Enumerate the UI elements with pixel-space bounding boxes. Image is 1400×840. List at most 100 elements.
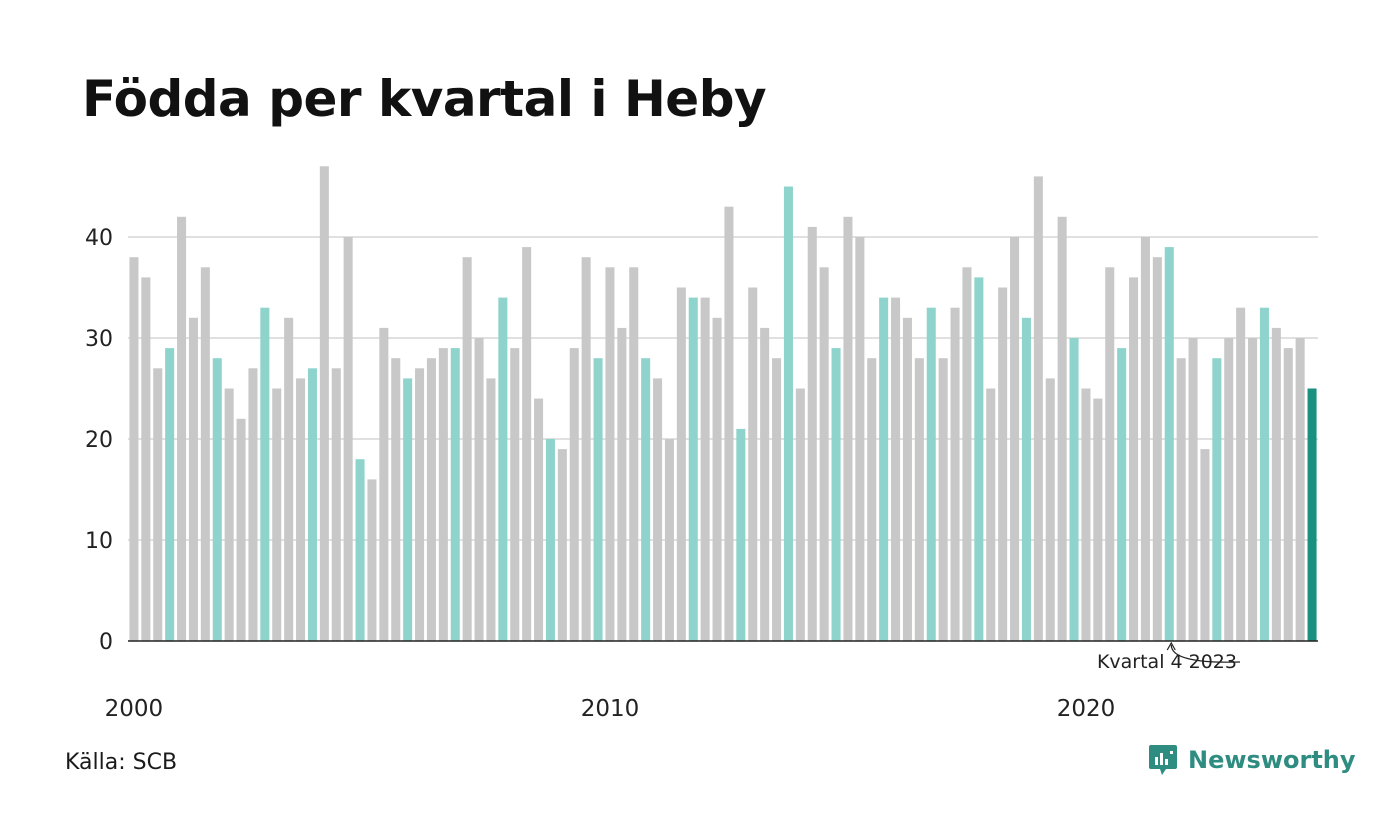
bar	[438, 348, 448, 641]
bar	[1164, 247, 1174, 641]
bar	[1057, 216, 1067, 642]
y-tick-label: 10	[85, 529, 113, 554]
bar	[188, 317, 198, 641]
bar	[1224, 338, 1234, 641]
bar	[284, 317, 294, 641]
y-tick-label: 30	[85, 327, 113, 352]
bar	[426, 358, 436, 641]
bar	[1105, 267, 1115, 641]
bar	[331, 368, 341, 641]
bar	[891, 297, 901, 641]
bars	[129, 166, 1317, 642]
bar	[153, 368, 163, 641]
bar	[1010, 237, 1020, 641]
bar	[760, 327, 770, 641]
bar	[534, 398, 544, 641]
bar	[581, 257, 591, 641]
bar	[914, 358, 924, 641]
bar	[212, 358, 222, 641]
bar	[557, 449, 567, 641]
y-tick-labels: 0 10 20 30 40	[85, 226, 113, 655]
bar	[879, 297, 889, 641]
bar	[569, 348, 579, 641]
bar	[319, 166, 329, 642]
x-tick-labels: 2000 2010 2020	[105, 696, 1116, 722]
bar	[403, 378, 413, 641]
bar	[795, 388, 805, 641]
bar	[1069, 338, 1079, 641]
bar	[1248, 338, 1258, 641]
brand-name: Newsworthy	[1188, 746, 1356, 774]
bar	[807, 226, 817, 641]
bar	[545, 439, 555, 641]
bar	[260, 307, 270, 641]
x-tick-label: 2000	[105, 696, 164, 722]
bar	[1117, 348, 1127, 641]
y-tick-label: 0	[99, 630, 113, 655]
bar	[1307, 388, 1317, 641]
bar	[343, 237, 353, 641]
bar	[307, 368, 317, 641]
bar	[177, 216, 187, 642]
bar	[296, 378, 306, 641]
bar	[1283, 348, 1293, 641]
annotation-label: Kvartal 4 2023	[1097, 651, 1237, 673]
annotation-arrow	[1170, 644, 1241, 663]
bar	[831, 348, 841, 641]
bar	[129, 257, 139, 641]
bar	[1200, 449, 1210, 641]
bar	[1033, 176, 1043, 641]
bar	[355, 459, 365, 641]
bar	[950, 307, 960, 641]
bar	[962, 267, 972, 641]
bar	[1140, 237, 1150, 641]
bar	[664, 439, 674, 641]
bar	[1236, 307, 1246, 641]
bar	[748, 287, 758, 641]
bar	[498, 297, 508, 641]
bar	[938, 358, 948, 641]
x-tick-label: 2020	[1057, 696, 1116, 722]
bar	[593, 358, 603, 641]
bar	[379, 327, 389, 641]
bar	[1295, 338, 1305, 641]
bar	[736, 428, 746, 641]
bar	[617, 327, 627, 641]
bar	[783, 186, 793, 641]
annotation: Kvartal 4 2023	[1097, 641, 1241, 673]
chart-title: Födda per kvartal i Heby	[82, 70, 767, 128]
bar	[450, 348, 460, 641]
bar	[855, 237, 865, 641]
bar	[1021, 317, 1031, 641]
x-tick-label: 2010	[581, 696, 640, 722]
bar	[688, 297, 698, 641]
source-note: Källa: SCB	[65, 750, 178, 775]
y-tick-label: 20	[85, 428, 113, 453]
bar	[367, 479, 377, 641]
bar	[1188, 338, 1198, 641]
bar	[200, 267, 210, 641]
bar	[700, 297, 710, 641]
bar	[1129, 277, 1139, 641]
bar	[867, 358, 877, 641]
bar	[926, 307, 936, 641]
bar	[641, 358, 651, 641]
bar	[974, 277, 984, 641]
bar	[986, 388, 996, 641]
bar	[272, 388, 282, 641]
bar	[772, 358, 782, 641]
bar	[510, 348, 520, 641]
bar	[1081, 388, 1091, 641]
bar	[1093, 398, 1103, 641]
bar	[605, 267, 615, 641]
bar	[676, 287, 686, 641]
bar	[462, 257, 472, 641]
bar	[165, 348, 175, 641]
newsworthy-logo-icon	[1149, 745, 1177, 775]
annotation-arrowhead	[1166, 641, 1176, 651]
bar	[248, 368, 258, 641]
bar	[141, 277, 151, 641]
bar	[1271, 327, 1281, 641]
bar	[724, 206, 734, 641]
